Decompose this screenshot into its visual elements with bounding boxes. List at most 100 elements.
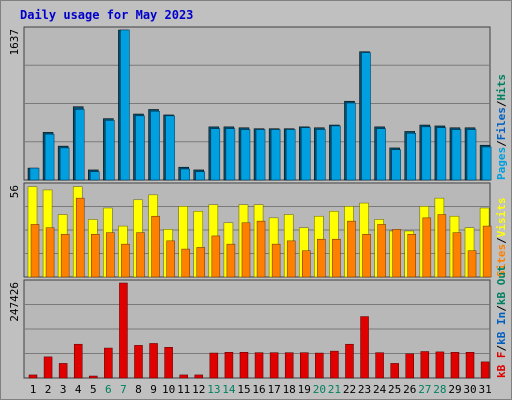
sites-bar — [91, 234, 100, 278]
sites-bar — [30, 224, 40, 278]
files-bar — [120, 29, 130, 181]
files-bar — [421, 126, 432, 181]
files-bar — [240, 129, 251, 181]
sites-bar — [196, 247, 206, 278]
kbf-bar — [254, 352, 264, 379]
legend-entry: Sites — [495, 244, 508, 277]
day-label: 3 — [60, 383, 67, 396]
visits-sites-ymax-label: 56 — [8, 185, 21, 198]
day-label: 21 — [328, 383, 341, 396]
day-label: 30 — [463, 383, 476, 396]
day-label: 15 — [237, 383, 250, 396]
kbf-bar — [345, 343, 354, 379]
sites-bar — [407, 234, 416, 278]
sites-bar — [332, 238, 341, 278]
kbf-bar — [375, 352, 384, 379]
legend-entry: kB Out — [495, 265, 508, 305]
sites-bar — [241, 222, 251, 278]
files-bar — [29, 167, 40, 181]
day-label: 5 — [90, 383, 97, 396]
sites-bar — [422, 217, 432, 278]
legend-entry: / — [495, 237, 508, 244]
day-label: 31 — [478, 383, 491, 396]
kbf-bar — [58, 363, 68, 379]
sites-bar — [482, 225, 492, 278]
day-label: 9 — [150, 383, 157, 396]
sites-bar — [106, 232, 115, 278]
kbf-bar — [89, 375, 98, 379]
kbf-bar — [284, 352, 294, 379]
sites-bar — [302, 250, 311, 278]
chart-title: Daily usage for May 2023 — [20, 8, 193, 22]
legend-entry: / — [495, 140, 508, 147]
day-label: 23 — [358, 383, 371, 396]
sites-bar — [181, 248, 190, 278]
day-label: 11 — [177, 383, 190, 396]
sites-bar — [362, 234, 371, 278]
files-bar — [466, 129, 477, 181]
day-label: 22 — [343, 383, 356, 396]
day-label: 28 — [433, 383, 446, 396]
files-bar — [105, 120, 115, 181]
kbf-bar — [450, 352, 460, 379]
kbf-bar — [119, 282, 128, 379]
files-bar — [406, 133, 416, 181]
legend-entry: / — [495, 305, 508, 312]
legend-entry: Visits — [495, 198, 508, 238]
sites-bar — [60, 234, 70, 278]
kbf-bar — [179, 374, 188, 379]
kbf-bar — [330, 350, 339, 379]
day-label: 19 — [298, 383, 311, 396]
visits-sites-legend: Sites/Visits — [495, 198, 508, 278]
kbytes-legend: kB F/kB In/kB Out — [495, 265, 508, 378]
day-label: 6 — [105, 383, 112, 396]
legend-entry: Hits — [495, 74, 508, 101]
files-bar — [376, 128, 386, 181]
kbf-bar — [28, 374, 38, 379]
files-bar — [255, 129, 266, 181]
sites-bar — [121, 243, 130, 278]
kbf-bar — [390, 363, 399, 379]
sites-bar — [286, 240, 296, 278]
day-label: 20 — [313, 383, 326, 396]
sites-bar — [467, 250, 477, 278]
day-label: 16 — [252, 383, 265, 396]
day-label: 13 — [207, 383, 220, 396]
sites-bar — [166, 240, 175, 278]
kbf-bar — [239, 352, 249, 379]
legend-entry: kB F — [495, 352, 508, 379]
kbf-bar — [405, 353, 414, 379]
kbf-bar — [134, 345, 143, 379]
day-label: 17 — [267, 383, 280, 396]
day-label: 8 — [135, 383, 142, 396]
files-bar — [180, 168, 190, 181]
kbf-bar — [269, 352, 279, 379]
files-bar — [90, 171, 100, 181]
legend-entry: Files — [495, 107, 508, 140]
day-label: 25 — [388, 383, 401, 396]
files-bar — [451, 129, 462, 181]
sites-bar — [317, 238, 326, 278]
day-label: 1 — [30, 383, 37, 396]
day-label: 10 — [162, 383, 175, 396]
legend-entry: / — [495, 100, 508, 107]
kbf-bar — [164, 347, 173, 379]
files-bar — [316, 129, 326, 181]
kbf-bar — [300, 352, 309, 379]
kbf-bar — [465, 352, 475, 379]
files-bar — [165, 115, 175, 181]
sites-bar — [75, 197, 85, 278]
sites-bar — [271, 243, 281, 278]
files-bar — [59, 147, 70, 181]
kbf-bar — [149, 343, 158, 379]
files-bar — [270, 129, 281, 181]
files-bar — [331, 125, 341, 181]
sites-bar — [226, 243, 236, 278]
files-bar — [135, 115, 145, 181]
sites-bar — [377, 224, 386, 278]
sites-bar — [136, 232, 145, 278]
kbf-bar — [480, 361, 490, 379]
kbf-bar — [420, 351, 430, 379]
day-label: 18 — [283, 383, 296, 396]
